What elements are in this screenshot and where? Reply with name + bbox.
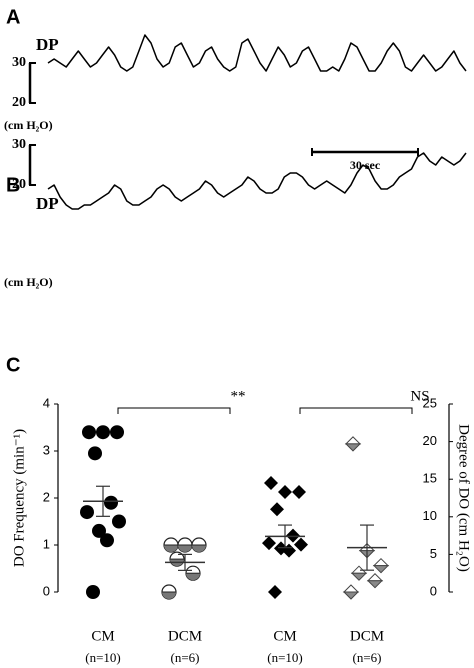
- data-point: [286, 528, 300, 543]
- data-point: [366, 573, 384, 589]
- unit-label: (cm H₂O): [4, 275, 53, 289]
- trace-line: [47, 152, 467, 210]
- time-bar-label: 30 sec: [350, 158, 381, 172]
- data-point: [262, 536, 276, 551]
- x-tick-label: DCM: [168, 628, 202, 644]
- data-point: [96, 425, 110, 440]
- trace-line: [47, 34, 467, 72]
- x-tick-sublabel: (n=10): [85, 650, 121, 665]
- x-tick-label: DCM: [350, 628, 384, 644]
- x-tick-label: CM: [91, 628, 114, 644]
- data-point: [342, 584, 360, 600]
- data-point: [163, 537, 179, 553]
- panel-label: C: [6, 354, 20, 376]
- data-point: [104, 495, 118, 510]
- scale-label: 30: [12, 55, 26, 70]
- y2-tick-label: 0: [430, 583, 437, 598]
- data-point: [270, 502, 284, 517]
- data-point: [264, 475, 278, 490]
- data-point: [112, 514, 126, 529]
- scale-label: 30: [12, 137, 26, 152]
- data-point: [191, 537, 207, 553]
- trace-label: DP: [36, 35, 59, 54]
- data-point: [88, 446, 102, 461]
- y-tick-label: 3: [43, 442, 50, 457]
- panel-label: B: [6, 174, 20, 196]
- data-point: [185, 565, 201, 581]
- y2-tick-label: 20: [423, 433, 437, 448]
- trace-label: DP: [36, 194, 59, 213]
- significance-label: **: [231, 388, 246, 404]
- y2-tick-label: 5: [430, 546, 437, 561]
- y-tick-label: 1: [43, 536, 50, 551]
- data-point: [350, 565, 368, 581]
- y2-axis-title: Degree of DO (cm H₂O): [456, 424, 472, 572]
- y2-tick-label: 15: [423, 471, 437, 486]
- y2-tick-label: 10: [423, 508, 437, 523]
- scale-label: 20: [12, 95, 26, 110]
- x-tick-sublabel: (n=10): [267, 650, 303, 665]
- unit-label: (cm H₂O): [4, 118, 53, 132]
- significance-label: NS: [410, 388, 429, 404]
- data-point: [344, 436, 362, 452]
- y-tick-label: 2: [43, 489, 50, 504]
- y-tick-label: 4: [43, 395, 50, 410]
- x-tick-sublabel: (n=6): [171, 650, 200, 665]
- scale-label: 20: [12, 177, 26, 192]
- data-point: [292, 484, 306, 499]
- data-point: [82, 425, 96, 440]
- data-point: [278, 484, 292, 499]
- significance-bracket: [117, 407, 231, 414]
- data-point: [294, 537, 308, 552]
- y2-tick-label: 25: [423, 395, 437, 410]
- significance-bracket: [299, 407, 413, 414]
- data-point: [80, 505, 94, 520]
- data-point: [161, 584, 177, 600]
- data-point: [177, 537, 193, 553]
- data-point: [268, 585, 282, 599]
- x-tick-sublabel: (n=6): [353, 650, 382, 665]
- panel-label: A: [6, 6, 20, 28]
- data-point: [92, 523, 106, 538]
- y-tick-label: 0: [43, 583, 50, 598]
- y-axis-title: DO Frequency (min⁻¹): [11, 429, 27, 567]
- data-point: [110, 425, 124, 440]
- data-point: [86, 585, 100, 599]
- data-point: [100, 533, 114, 548]
- data-point: [372, 557, 390, 574]
- x-tick-label: CM: [273, 628, 296, 644]
